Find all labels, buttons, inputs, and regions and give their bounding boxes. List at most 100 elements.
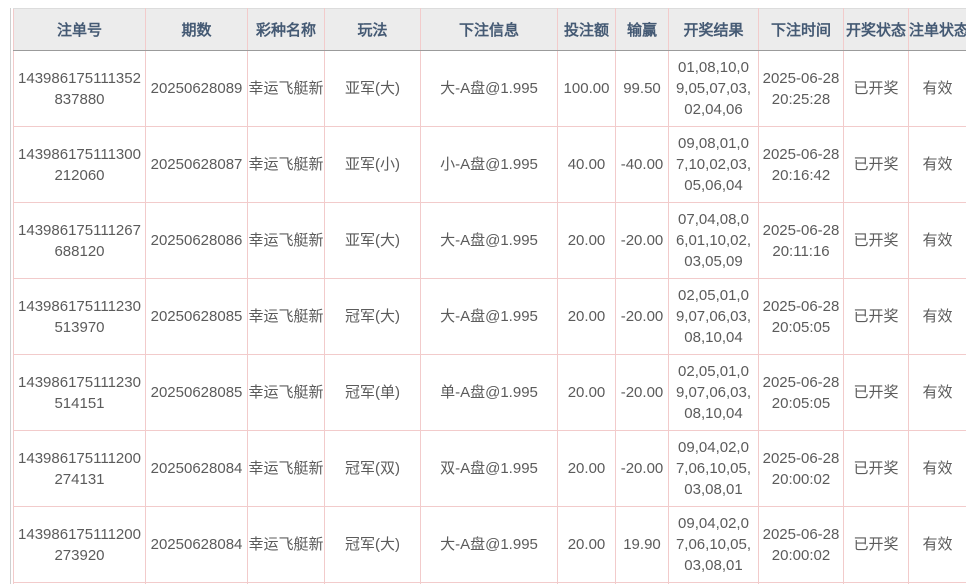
cell-order_id: 143986175111200274131 <box>13 430 146 507</box>
cell-amount: 20.00 <box>557 202 616 279</box>
column-header-play: 玩法 <box>324 8 421 51</box>
cell-draw_status: 已开奖 <box>843 354 909 431</box>
cell-result: 02,05,01,09,07,06,03,08,10,04 <box>668 278 759 355</box>
cell-draw_status: 已开奖 <box>843 278 909 355</box>
cell-period: 20250628086 <box>145 202 248 279</box>
table-row: 143986175111230513970 20250628085 幸运飞艇新 冠军(… <box>13 278 966 355</box>
cell-play: 冠军(单) <box>324 354 421 431</box>
cell-bet_info: 单-A盘@1.995 <box>420 354 558 431</box>
cell-result: 01,08,10,09,05,07,03,02,04,06 <box>668 50 759 127</box>
table-row: 143986175111352837880 20250628089 幸运飞艇新 亚军(… <box>13 50 966 127</box>
table-row: 143986175111200273920 20250628084 幸运飞艇新 冠军(… <box>13 506 966 583</box>
table-body: 143986175111352837880 20250628089 幸运飞艇新 亚军(… <box>13 50 966 584</box>
cell-result: 07,04,08,06,01,10,02,03,05,09 <box>668 202 759 279</box>
cell-order_id: 143986175111267688120 <box>13 202 146 279</box>
cell-period: 20250628085 <box>145 278 248 355</box>
cell-bet_info: 大-A盘@1.995 <box>420 278 558 355</box>
cell-draw_status: 已开奖 <box>843 430 909 507</box>
cell-bet_time: 2025-06-28 20:05:05 <box>758 278 844 355</box>
cell-period: 20250628084 <box>145 506 248 583</box>
cell-order_id: 143986175111352837880 <box>13 50 146 127</box>
cell-draw_status: 已开奖 <box>843 506 909 583</box>
cell-period: 20250628084 <box>145 430 248 507</box>
cell-win_loss: -20.00 <box>615 354 669 431</box>
cell-lottery: 幸运飞艇新 <box>247 50 325 127</box>
cell-period: 20250628085 <box>145 354 248 431</box>
cell-period: 20250628089 <box>145 50 248 127</box>
cell-win_loss: 19.90 <box>615 506 669 583</box>
column-header-bet_info: 下注信息 <box>420 8 558 51</box>
cell-bet_time: 2025-06-28 20:00:02 <box>758 506 844 583</box>
cell-bet_info: 大-A盘@1.995 <box>420 202 558 279</box>
cell-amount: 100.00 <box>557 50 616 127</box>
table-row-partial <box>13 582 966 584</box>
cell-period: 20250628087 <box>145 126 248 203</box>
cell-draw_status: 已开奖 <box>843 202 909 279</box>
cell-bet_time: 2025-06-28 20:05:05 <box>758 354 844 431</box>
column-header-order_id: 注单号 <box>13 8 146 51</box>
cell-win_loss: -20.00 <box>615 202 669 279</box>
table-row: 143986175111267688120 20250628086 幸运飞艇新 亚军(… <box>13 202 966 279</box>
cell-order_id: 143986175111300212060 <box>13 126 146 203</box>
cell-order_id: 143986175111230514151 <box>13 354 146 431</box>
cell-bet_time: 2025-06-28 20:00:02 <box>758 430 844 507</box>
cell-bet_info: 小-A盘@1.995 <box>420 126 558 203</box>
cell-lottery: 幸运飞艇新 <box>247 126 325 203</box>
cell-win_loss: -20.00 <box>615 278 669 355</box>
cell-lottery: 幸运飞艇新 <box>247 354 325 431</box>
cell-play: 冠军(大) <box>324 278 421 355</box>
cell-lottery: 幸运飞艇新 <box>247 278 325 355</box>
column-header-amount: 投注额 <box>557 8 616 51</box>
cell-amount: 40.00 <box>557 126 616 203</box>
column-header-order_status: 注单状态 <box>908 8 966 51</box>
column-header-bet_time: 下注时间 <box>758 8 844 51</box>
cell-play: 亚军(小) <box>324 126 421 203</box>
cell-order_status: 有效 <box>908 126 966 203</box>
cell-lottery: 幸运飞艇新 <box>247 202 325 279</box>
table-head: 注单号 期数 彩种名称 玩法 下注信息 投注额 输赢 开奖结果 下注时间 开奖状态 注单状态 <box>13 8 966 51</box>
table-header-row: 注单号 期数 彩种名称 玩法 下注信息 投注额 输赢 开奖结果 下注时间 开奖状态 注单状态 <box>13 8 966 51</box>
cell-win_loss: -20.00 <box>615 430 669 507</box>
column-header-win_loss: 输赢 <box>615 8 669 51</box>
cell-amount: 20.00 <box>557 354 616 431</box>
cell-win_loss: 99.50 <box>615 50 669 127</box>
cell-order_status: 有效 <box>908 506 966 583</box>
cell-amount: 20.00 <box>557 506 616 583</box>
cell-bet_info: 大-A盘@1.995 <box>420 50 558 127</box>
table-row: 143986175111230514151 20250628085 幸运飞艇新 冠军(… <box>13 354 966 431</box>
cell-order_status: 有效 <box>908 202 966 279</box>
cell-order_id: 143986175111200273920 <box>13 506 146 583</box>
cell-lottery: 幸运飞艇新 <box>247 430 325 507</box>
cell-bet_time: 2025-06-28 20:25:28 <box>758 50 844 127</box>
cell-order_status: 有效 <box>908 430 966 507</box>
cell-amount: 20.00 <box>557 278 616 355</box>
cell-bet_time: 2025-06-28 20:11:16 <box>758 202 844 279</box>
cell-play: 亚军(大) <box>324 50 421 127</box>
cell-result: 09,04,02,07,06,10,05,03,08,01 <box>668 430 759 507</box>
cell-order_id: 143986175111230513970 <box>13 278 146 355</box>
cell-bet_time: 2025-06-28 20:16:42 <box>758 126 844 203</box>
cell-bet_info: 双-A盘@1.995 <box>420 430 558 507</box>
cell-bet_info: 大-A盘@1.995 <box>420 506 558 583</box>
column-header-draw_status: 开奖状态 <box>843 8 909 51</box>
column-header-lottery: 彩种名称 <box>247 8 325 51</box>
cell-result: 02,05,01,09,07,06,03,08,10,04 <box>668 354 759 431</box>
cell-result: 09,04,02,07,06,10,05,03,08,01 <box>668 506 759 583</box>
cell-result: 09,08,01,07,10,02,03,05,06,04 <box>668 126 759 203</box>
cell-draw_status: 已开奖 <box>843 50 909 127</box>
table-row: 143986175111300212060 20250628087 幸运飞艇新 亚军(… <box>13 126 966 203</box>
cell-order_status: 有效 <box>908 354 966 431</box>
column-header-result: 开奖结果 <box>668 8 759 51</box>
bet-records-table: 注单号 期数 彩种名称 玩法 下注信息 投注额 输赢 开奖结果 下注时间 开奖状态 注单状态 143… <box>13 8 966 584</box>
panel-left-border <box>10 8 11 584</box>
cell-lottery: 幸运飞艇新 <box>247 506 325 583</box>
table-row: 143986175111200274131 20250628084 幸运飞艇新 冠军(… <box>13 430 966 507</box>
cell-play: 冠军(大) <box>324 506 421 583</box>
cell-play: 亚军(大) <box>324 202 421 279</box>
cell-order_status: 有效 <box>908 278 966 355</box>
cell-order_status: 有效 <box>908 50 966 127</box>
cell-draw_status: 已开奖 <box>843 126 909 203</box>
cell-win_loss: -40.00 <box>615 126 669 203</box>
cell-amount: 20.00 <box>557 430 616 507</box>
column-header-period: 期数 <box>145 8 248 51</box>
